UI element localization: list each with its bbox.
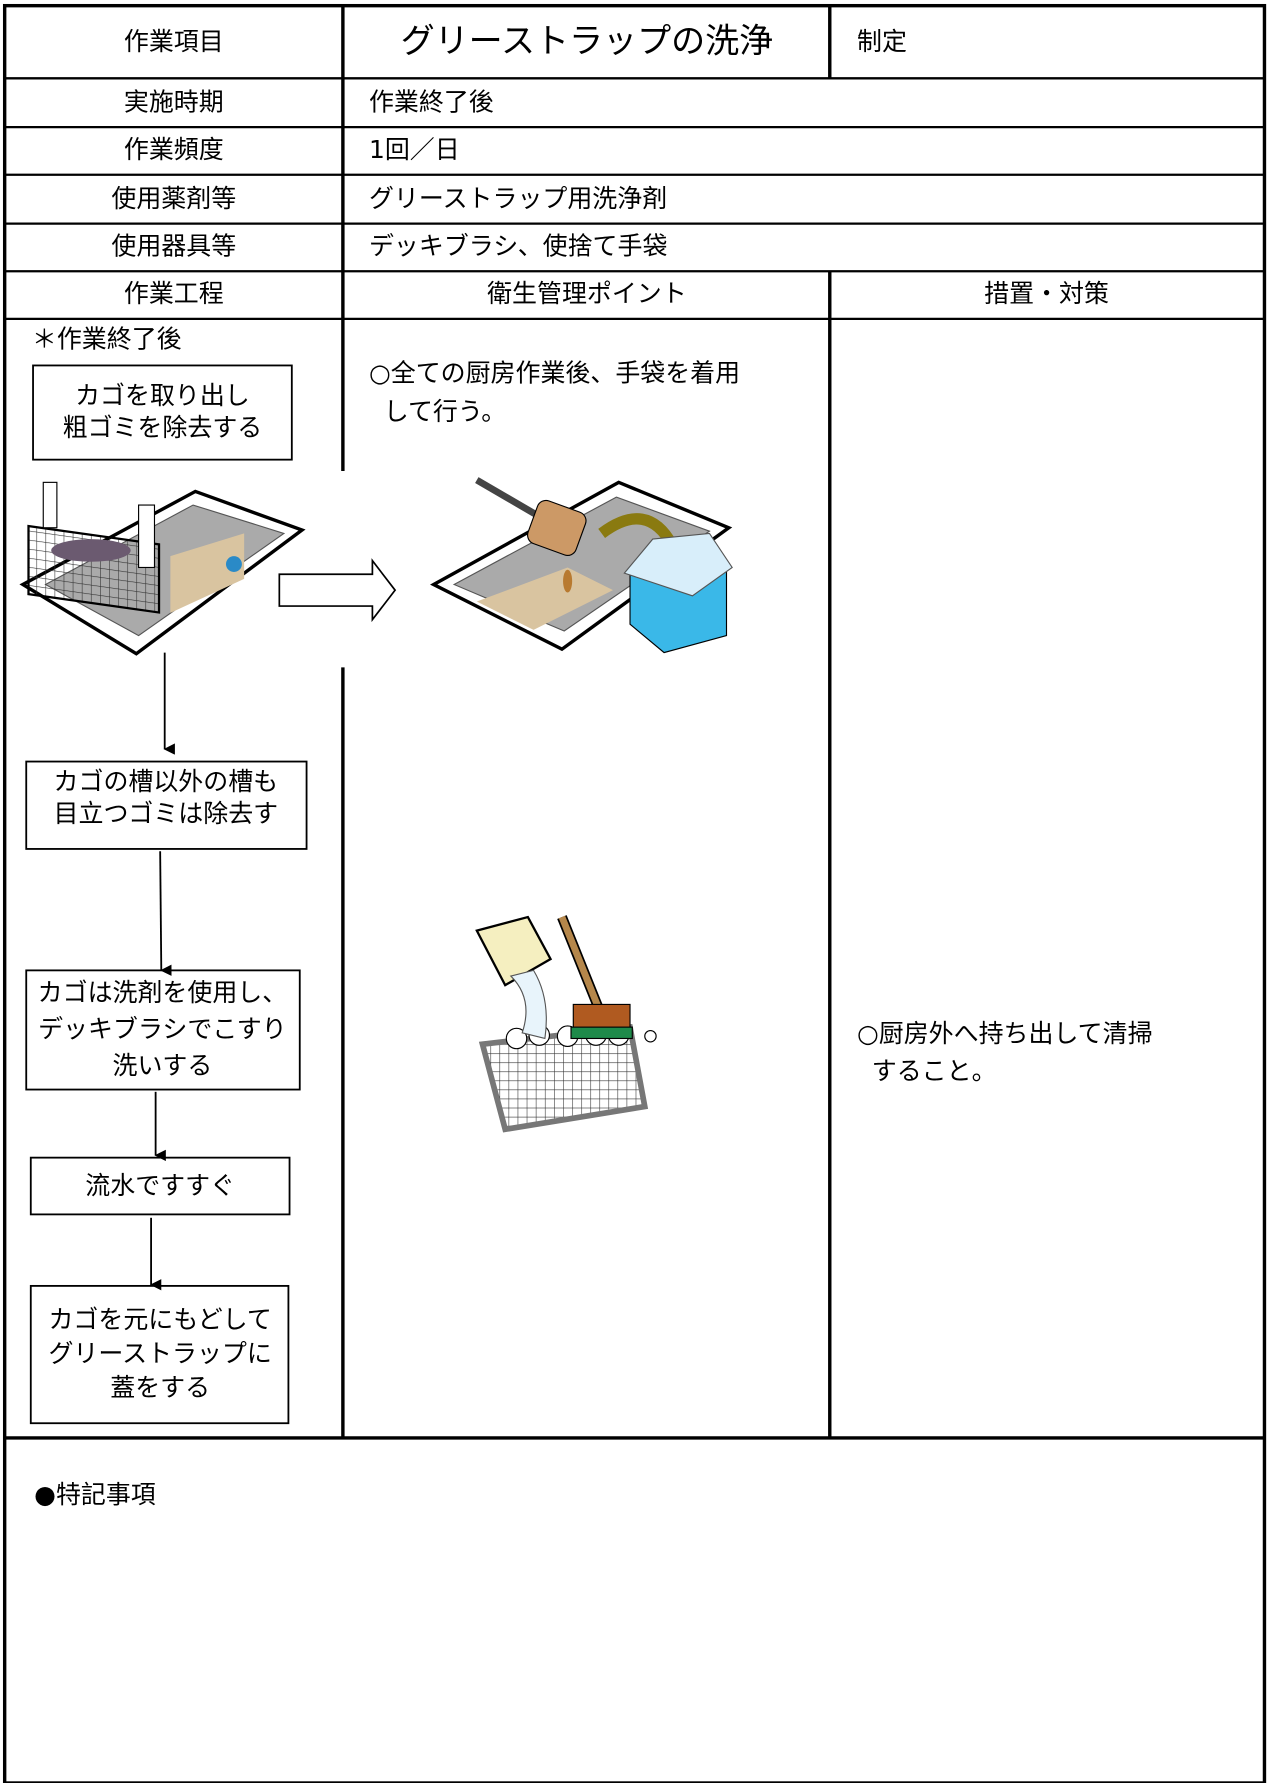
column-header: 措置・対策 <box>984 279 1109 308</box>
step-box <box>29 1284 290 1425</box>
step-text: カゴを元にもどして <box>48 1305 271 1334</box>
hygiene-point: して行う。 <box>384 397 507 426</box>
step-text: カゴは洗剤を使用し、 <box>38 978 288 1007</box>
row-label: 使用薬剤等 <box>111 184 236 213</box>
step-text: 流水ですすぐ <box>85 1171 235 1200</box>
measure: すること。 <box>872 1057 997 1086</box>
trap-illustration <box>430 477 733 654</box>
hygiene-point: ○全ての厨房作業後、手袋を着用 <box>369 359 740 388</box>
table-lines <box>2 3 1267 1783</box>
row-label: 使用器具等 <box>111 231 236 260</box>
step-text: デッキブラシでこすり <box>38 1015 287 1044</box>
step-text: カゴの槽以外の槽も <box>54 767 279 796</box>
step-text: 洗いする <box>113 1051 213 1080</box>
column-header: 作業工程 <box>124 279 224 308</box>
basket-illustration <box>475 915 657 1133</box>
established-label: 制定 <box>857 27 907 56</box>
row-label: 作業頻度 <box>124 135 224 164</box>
step-text: 目立つゴミは除去す <box>54 799 279 828</box>
item-label: 作業項目 <box>124 27 224 56</box>
row-label: 実施時期 <box>124 87 224 116</box>
row-value: デッキブラシ、使捨て手袋 <box>369 231 667 260</box>
step-text: 粗ゴミを除去する <box>63 413 263 442</box>
hollow-arrow <box>278 558 397 623</box>
notes-label: ●特記事項 <box>34 1480 156 1509</box>
step-box <box>25 760 308 850</box>
trap-illustration <box>19 481 306 656</box>
row-value: 作業終了後 <box>369 87 494 116</box>
title: グリーストラップの洗浄 <box>401 22 774 62</box>
timing: ＊作業終了後 <box>32 324 182 353</box>
step-text: カゴを取り出し <box>75 381 250 410</box>
step-box <box>32 364 293 461</box>
step-text: グリーストラップに <box>48 1339 271 1368</box>
flow-arrows <box>149 652 175 1291</box>
measure: ○厨房外へ持ち出して清掃 <box>857 1019 1153 1048</box>
column-header: 衛生管理ポイント <box>487 279 687 308</box>
row-value: 1回／日 <box>369 135 460 164</box>
step-text: 蓋をする <box>110 1373 210 1402</box>
row-value: グリーストラップ用洗浄剤 <box>369 184 667 213</box>
